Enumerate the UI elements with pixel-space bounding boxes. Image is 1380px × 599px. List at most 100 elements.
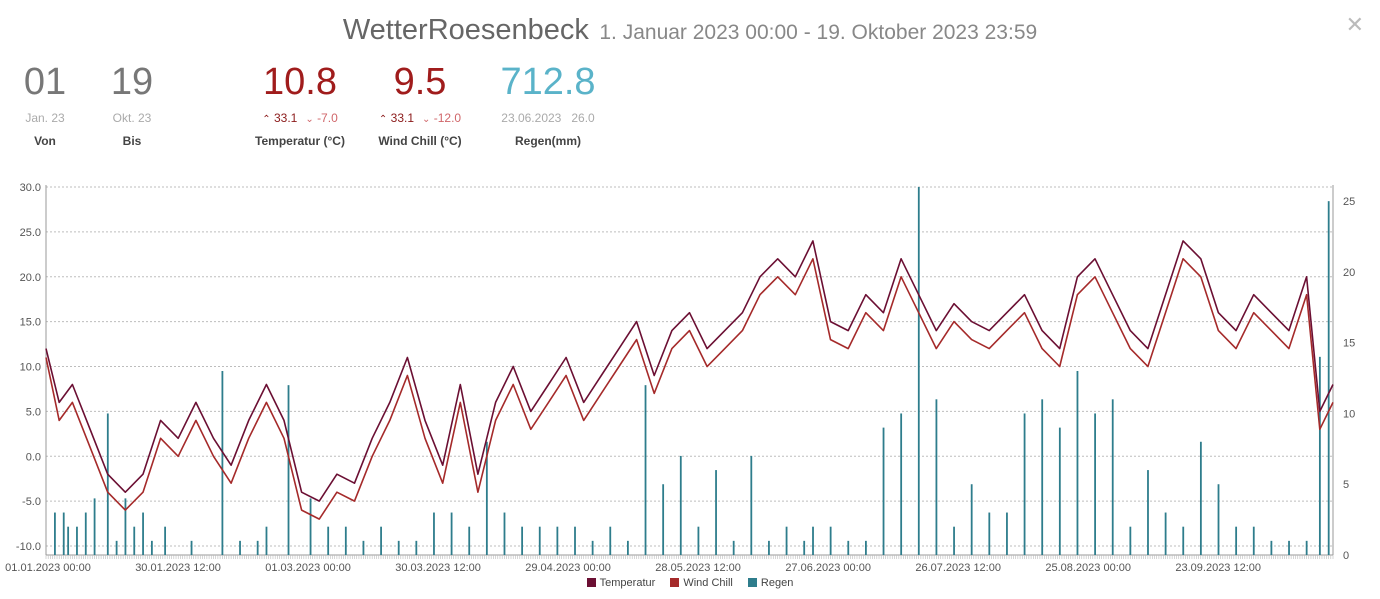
x-tick-label: 30.01.2023 12:00 [135, 562, 221, 574]
chevron-up-icon: ⌃ [378, 114, 388, 125]
x-tick-label: 25.08.2023 00:00 [1045, 562, 1131, 574]
regen-bar [256, 540, 259, 555]
regen-bar [609, 526, 612, 555]
regen-bar [287, 385, 290, 555]
bis-sub: Okt. 23 [112, 111, 152, 125]
regen-bar [106, 413, 109, 555]
windchill-value: 9.5 [393, 61, 447, 103]
regen-bar [84, 512, 87, 555]
regen-bar [750, 455, 753, 555]
windchill-minmax: ⌃ 33.1 ⌄ -12.0 [366, 111, 474, 125]
temperatur-value: 10.8 [263, 61, 337, 103]
regen-bar [142, 512, 144, 555]
chevron-down-icon: ⌄ [422, 114, 431, 125]
stat-regen: 712.8 23.06.2023 26.0 Regen(mm) [492, 62, 604, 148]
windchill-line [45, 258, 1334, 520]
y-tick-label: -5.0 [22, 496, 41, 508]
x-tick-label: 23.09.2023 12:00 [1175, 562, 1261, 574]
chevron-up-icon: ⌃ [262, 114, 271, 125]
regen-bar [433, 512, 435, 555]
regen-bar [485, 441, 488, 555]
stat-temperatur: 10.8 ⌃ 33.1 ⌄ -7.0 Temperatur (°C) [244, 62, 356, 148]
regen-bar [574, 526, 576, 555]
legend-temperatur[interactable]: Temperatur [586, 577, 655, 589]
x-tick-label: 30.03.2023 12:00 [395, 562, 481, 574]
y-tick-label: 10.0 [20, 362, 41, 374]
temperatur-line [45, 240, 1334, 502]
regen-bar [503, 512, 506, 555]
temperatur-minmax: ⌃ 33.1 ⌄ -7.0 [244, 111, 356, 125]
regen-bar [1147, 470, 1149, 555]
regen-bar [1305, 540, 1308, 555]
regen-bar [679, 455, 682, 555]
regen-bar [239, 540, 241, 555]
chevron-down-icon: ⌄ [305, 114, 314, 125]
regen-bar [309, 498, 312, 555]
regen-bar [450, 512, 453, 555]
regen-value: 712.8 [500, 61, 596, 103]
y-tick-label: 25.0 [20, 227, 41, 239]
regen-label: Regen(mm) [514, 134, 581, 148]
regen-bar [164, 526, 167, 555]
regen-bar [1217, 484, 1220, 555]
regen-bar [556, 526, 559, 555]
von-value: 01 [23, 61, 67, 103]
regen-bar [1199, 441, 1202, 555]
bis-value: 19 [110, 61, 154, 103]
regen-bar [133, 526, 136, 555]
regen-bar [1252, 526, 1255, 555]
regen-bar [847, 540, 850, 555]
regen-bar [344, 526, 347, 555]
legend-regen[interactable]: Regen [747, 577, 793, 589]
regen-bar [935, 399, 938, 555]
temperatur-min: ⌄ -7.0 [305, 111, 338, 125]
regen-bar [715, 470, 717, 555]
weather-chart: 30.0 25.0 20.0 15.0 10.0 5.0 0.0 -5.0 -10.0 25 20 1… [5, 182, 1355, 574]
temperatur-label: Temperatur (°C) [255, 134, 345, 148]
regen-bar [62, 512, 65, 555]
regen-bar [1327, 201, 1330, 555]
windchill-max: ⌃ 33.1 [378, 111, 414, 125]
regen-bar [415, 540, 418, 555]
regen-bar [1182, 526, 1185, 555]
regen-bar [380, 526, 382, 555]
von-sub: Jan. 23 [25, 111, 65, 125]
regen-bar [221, 371, 224, 555]
regen-bar [917, 187, 920, 555]
y2-tick-label: 5 [1343, 479, 1349, 491]
regen-bar [124, 498, 127, 555]
regen-bar [988, 512, 991, 555]
regen-bar [93, 498, 96, 555]
regen-bar [468, 526, 471, 555]
regen-bar [697, 526, 700, 555]
y-tick-label: 5.0 [26, 406, 41, 418]
regen-bar [768, 540, 770, 555]
x-tick-label: 26.07.2023 12:00 [915, 562, 1001, 574]
station-name: WetterRoesenbeck [342, 14, 589, 46]
y-tick-label: 0.0 [26, 451, 41, 463]
regen-bar [397, 540, 400, 555]
regen-bar [812, 526, 814, 555]
regen-bar [1006, 512, 1008, 555]
date-range: 1. Januar 2023 00:00 - 19. Oktober 2023 … [599, 21, 1038, 44]
regen-bar [970, 484, 973, 555]
regen-bar [1111, 399, 1114, 555]
y2-tick-label: 20 [1343, 267, 1355, 279]
y-tick-label: 20.0 [20, 272, 41, 284]
regen-bar [76, 526, 78, 555]
regen-bar [803, 540, 806, 555]
regen-bar [865, 540, 867, 555]
regen-bar [362, 540, 365, 555]
regen-bar [644, 385, 647, 555]
stat-windchill: 9.5 ⌃ 33.1 ⌄ -12.0 Wind Chill (°C) [366, 62, 474, 148]
legend-windchill[interactable]: Wind Chill [670, 577, 733, 589]
regen-bar [190, 540, 193, 555]
regen-bar [1041, 399, 1044, 555]
chart-header: WetterRoesenbeck 1. Januar 2023 00:00 - … [0, 14, 1380, 47]
close-icon[interactable]: ✕ [1345, 12, 1364, 37]
regen-bar [953, 526, 955, 555]
y-tick-label: -10.0 [16, 541, 41, 553]
regen-bar [115, 540, 118, 555]
regen-bar [521, 526, 524, 555]
x-tick-label: 29.04.2023 00:00 [525, 562, 611, 574]
